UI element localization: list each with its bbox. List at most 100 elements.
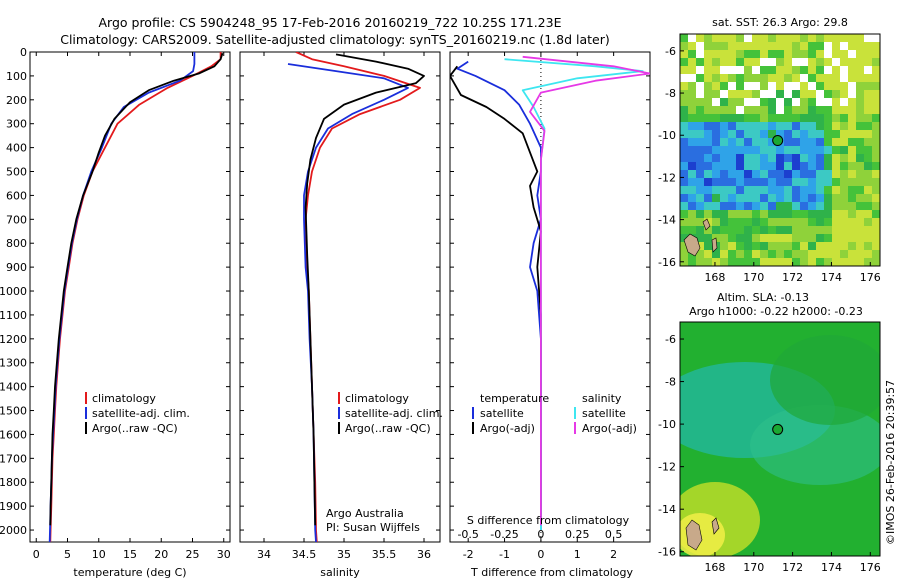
sst-cell — [776, 194, 784, 202]
sst-cell — [736, 170, 744, 178]
sst-cell — [816, 66, 824, 74]
sst-cell — [824, 154, 832, 162]
sst-cell — [696, 202, 704, 210]
sst-cell — [864, 154, 872, 162]
sst-cell — [720, 202, 728, 210]
series-line-salinity-argo-adj- — [522, 55, 650, 526]
sst-cell — [832, 218, 840, 226]
sst-cell — [680, 50, 688, 58]
sst-cell — [696, 58, 704, 66]
sst-cell — [800, 202, 808, 210]
sst-cell — [784, 50, 792, 58]
sst-cell — [784, 210, 792, 218]
sst-cell — [832, 146, 840, 154]
sst-cell — [704, 130, 712, 138]
sst-map-axes: 168 170 172 174 176 -6 -8 -10 -12 -14 -16 — [658, 45, 881, 284]
sst-cell — [848, 178, 856, 186]
sst-cell — [688, 106, 696, 114]
sst-cell — [768, 74, 776, 82]
sst-cell — [800, 186, 808, 194]
sst-cell — [872, 98, 880, 106]
sst-cell — [736, 66, 744, 74]
sst-cell — [872, 178, 880, 186]
sst-cell — [744, 154, 752, 162]
sst-cell — [840, 114, 848, 122]
sst-cell — [784, 242, 792, 250]
sst-cell — [808, 242, 816, 250]
sst-cell — [800, 250, 808, 258]
sst-cell — [816, 122, 824, 130]
sst-cell — [712, 194, 720, 202]
argo-float-marker — [772, 135, 784, 147]
land-shape — [711, 237, 718, 253]
sst-map-frame — [679, 33, 881, 267]
sst-cell — [744, 218, 752, 226]
depth-tick-label: 300 — [6, 118, 27, 131]
sst-cell — [872, 218, 880, 226]
sst-cell — [800, 34, 808, 42]
sst-cell — [856, 250, 864, 258]
sst-cell — [720, 66, 728, 74]
sst-cell — [832, 178, 840, 186]
sst-cell — [848, 186, 856, 194]
sst-cell — [688, 50, 696, 58]
sst-cell — [784, 106, 792, 114]
sst-cell — [776, 234, 784, 242]
sst-cell — [824, 178, 832, 186]
sst-cell — [872, 242, 880, 250]
sst-cell — [816, 170, 824, 178]
sst-cell — [864, 210, 872, 218]
sst-cell — [784, 234, 792, 242]
sst-cell — [792, 258, 800, 266]
sst-cell — [720, 162, 728, 170]
sst-cell — [696, 122, 704, 130]
sst-cell — [784, 178, 792, 186]
sst-cell — [744, 34, 752, 42]
legend-label-sal-satellite: satellite — [582, 407, 626, 420]
sst-cell — [680, 162, 688, 170]
x-tick-label: 36 — [417, 548, 431, 561]
sst-cell — [856, 154, 864, 162]
sst-cell — [688, 154, 696, 162]
map-x-tick-label: 172 — [782, 561, 803, 574]
x-top-tick-label: 0.25 — [565, 528, 590, 541]
sst-cell — [784, 58, 792, 66]
sst-cell — [848, 210, 856, 218]
sst-cell — [744, 226, 752, 234]
sst-cell — [808, 122, 816, 130]
sst-cell — [720, 98, 728, 106]
sst-cell — [704, 242, 712, 250]
depth-tick-label: 900 — [6, 261, 27, 274]
sst-cell — [800, 242, 808, 250]
sst-cell — [832, 170, 840, 178]
x-top-tick-label: 0.5 — [605, 528, 623, 541]
sst-cell — [744, 170, 752, 178]
sst-cell — [864, 170, 872, 178]
sst-cell — [792, 34, 800, 42]
sst-cell — [864, 98, 872, 106]
sst-cell — [712, 226, 720, 234]
sst-cell — [792, 178, 800, 186]
sst-cell — [776, 210, 784, 218]
sst-cell — [792, 218, 800, 226]
sst-cell — [816, 114, 824, 122]
sst-cell — [736, 34, 744, 42]
sst-cell — [808, 154, 816, 162]
sst-cell — [808, 194, 816, 202]
sst-cell — [704, 186, 712, 194]
sst-cell — [816, 162, 824, 170]
salinity-annotation-argo-australia: Argo Australia — [326, 507, 404, 520]
sst-cell — [840, 250, 848, 258]
sst-cell — [848, 146, 856, 154]
sst-cell — [864, 90, 872, 98]
sst-cell — [784, 66, 792, 74]
sst-cell — [728, 90, 736, 98]
sst-cell — [760, 258, 768, 266]
sst-cell — [872, 202, 880, 210]
sst-cell — [872, 194, 880, 202]
sst-cell — [856, 170, 864, 178]
sst-cell — [792, 82, 800, 90]
figure-title-line1: Argo profile: CS 5904248_95 17-Feb-2016 … — [98, 15, 561, 30]
sst-cell — [864, 42, 872, 50]
sst-cell — [832, 162, 840, 170]
